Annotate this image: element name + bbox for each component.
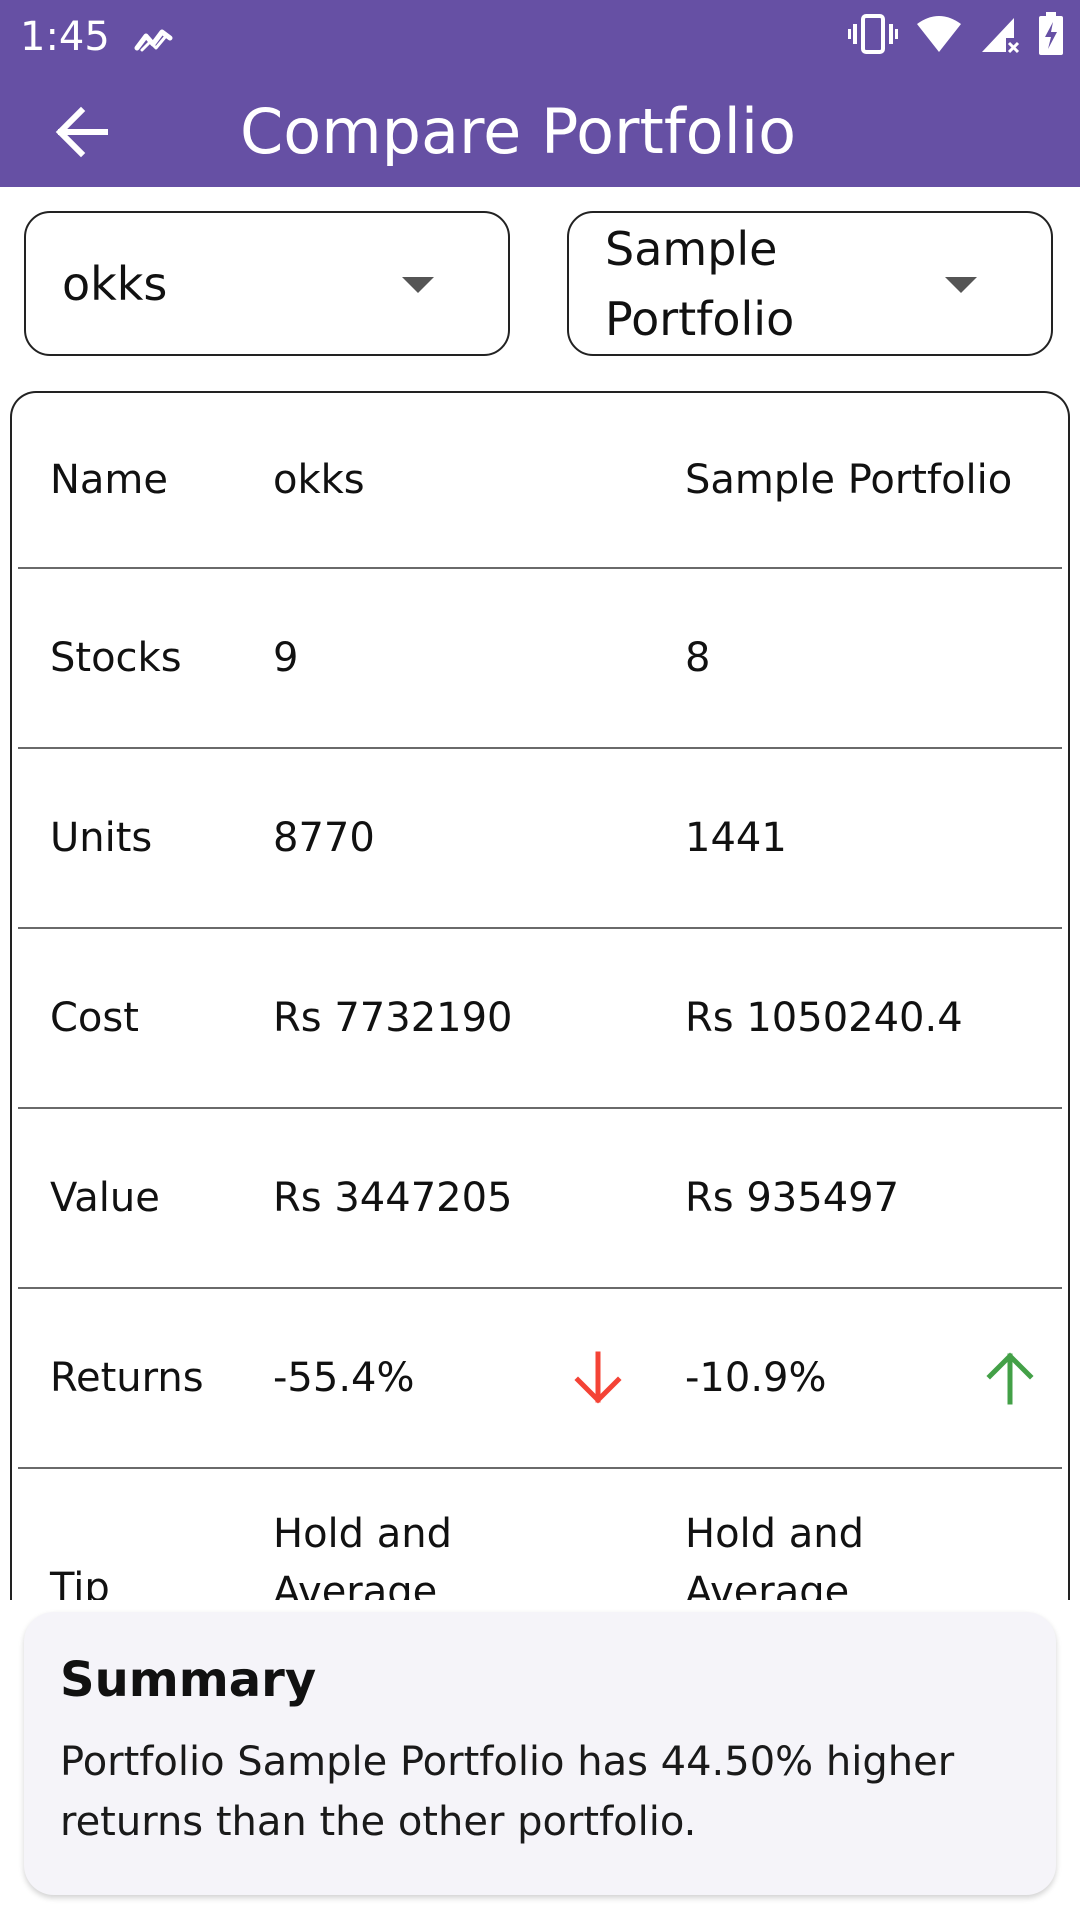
row-label: Tip (50, 1565, 110, 1600)
row-right-value: 1441 (685, 815, 787, 861)
wifi-icon (917, 16, 961, 52)
arrow-down-icon (574, 1351, 622, 1404)
row-label: Stocks (50, 635, 182, 681)
back-button[interactable] (52, 102, 112, 162)
row-left-value: Rs 7732190 (273, 995, 513, 1041)
row-left-value: -55.4% (273, 1355, 415, 1401)
summary-card: Summary Portfolio Sample Portfolio has 4… (24, 1612, 1056, 1895)
table-row-units: Units 8770 1441 (18, 749, 1062, 929)
signal-icon (982, 18, 1020, 54)
table-row-cost: Cost Rs 7732190 Rs 1050240.4 (18, 929, 1062, 1109)
row-label: Cost (50, 995, 139, 1041)
row-right-value: 8 (685, 635, 711, 681)
row-label: Name (50, 457, 169, 503)
page-title: Compare Portfolio (240, 95, 797, 168)
row-left-value: okks (273, 457, 365, 503)
status-time: 1:45 (20, 14, 110, 60)
row-label: Returns (50, 1355, 204, 1401)
table-row-returns: Returns -55.4% -10.9% (18, 1289, 1062, 1469)
battery-charging-icon (1039, 12, 1063, 55)
portfolio-select-right[interactable]: Sample Portfolio (567, 211, 1053, 356)
status-bar: 1:45 (0, 0, 1080, 76)
row-right-value: Hold and Average (685, 1511, 865, 1600)
table-row-value: Value Rs 3447205 Rs 935497 (18, 1109, 1062, 1289)
row-right-value: Rs 935497 (685, 1175, 900, 1221)
app-bar: Compare Portfolio (0, 76, 1080, 187)
vibrate-icon (848, 14, 898, 54)
row-left-value: 8770 (273, 815, 375, 861)
summary-heading: Summary (60, 1652, 317, 1708)
row-label: Units (50, 815, 153, 861)
row-left-value: Hold and Average (273, 1511, 453, 1600)
comparison-table[interactable]: Name okks Sample Portfolio Stocks 9 8 Un… (10, 391, 1070, 1600)
portfolio-select-left-value: okks (62, 256, 168, 311)
dropdown-caret-icon (945, 277, 977, 293)
row-right-value: -10.9% (685, 1355, 827, 1401)
portfolio-select-right-value: Sample Portfolio (605, 221, 795, 346)
row-left-value: 9 (273, 635, 299, 681)
row-right-value: Sample Portfolio (685, 457, 1013, 503)
arrow-up-icon (986, 1352, 1034, 1405)
row-left-value: Rs 3447205 (273, 1175, 513, 1221)
table-row-tip: Tip Hold and Average Hold and Average (18, 1469, 1062, 1600)
summary-text: Portfolio Sample Portfolio has 44.50% hi… (60, 1739, 955, 1845)
table-row-stocks: Stocks 9 8 (18, 569, 1062, 749)
row-right-value: Rs 1050240.4 (685, 995, 963, 1041)
portfolio-select-left[interactable]: okks (24, 211, 510, 356)
status-icons (848, 12, 1064, 56)
row-label: Value (50, 1175, 160, 1221)
table-row-name: Name okks Sample Portfolio (18, 393, 1062, 569)
arrow-back-icon (55, 106, 108, 158)
trend-icon (134, 29, 173, 52)
dropdown-caret-icon (402, 277, 434, 293)
